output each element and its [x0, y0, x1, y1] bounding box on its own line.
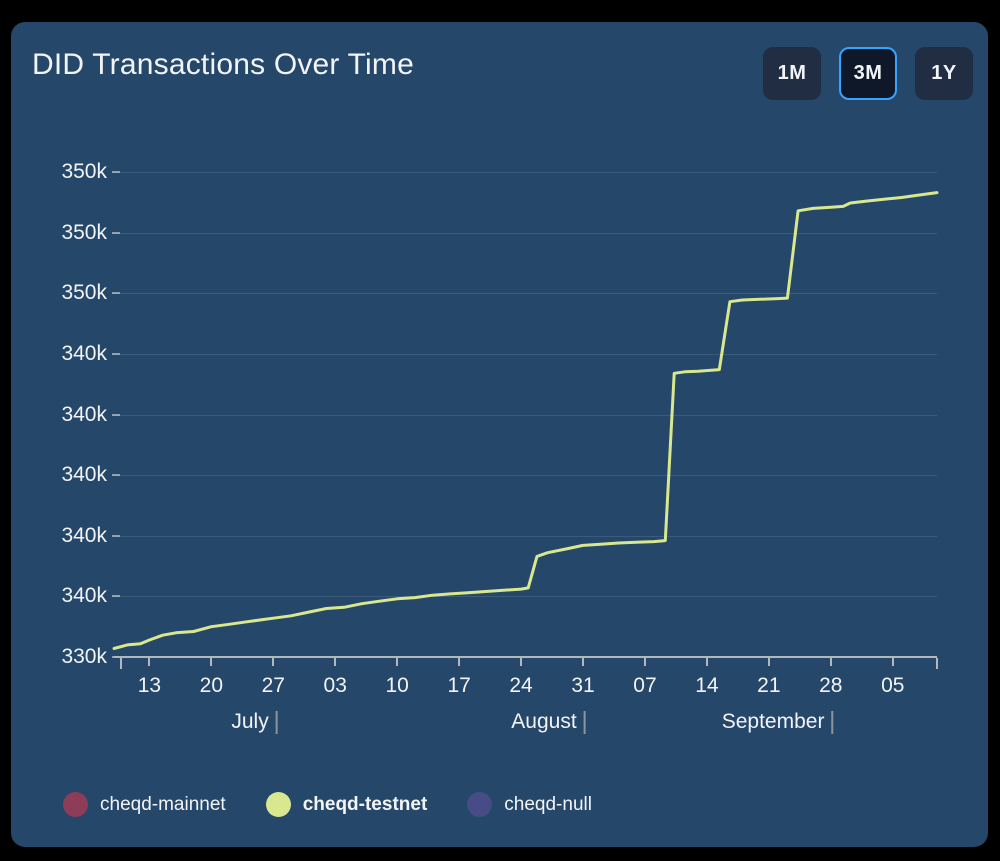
x-axis-edge-tick [120, 658, 122, 669]
x-axis-label: 28 [819, 674, 843, 697]
x-axis-label: 17 [447, 674, 471, 697]
legend-item-cheqd-mainnet[interactable]: cheqd-mainnet [63, 792, 226, 817]
month-group: July [231, 710, 278, 734]
gridline [114, 353, 937, 355]
y-axis-label: 350k [61, 220, 107, 244]
series-line-cheqd-testnet [112, 191, 939, 650]
x-axis-tick [520, 658, 523, 666]
x-axis-label: 31 [571, 674, 595, 697]
legend-swatch-icon [265, 792, 291, 817]
plot-area: 350k 350k 350k 340k 340k 340k 340k 340k 330k 13 20… [11, 22, 988, 847]
legend-swatch-icon [467, 792, 493, 817]
x-axis-label: 20 [199, 674, 224, 697]
x-axis-tick [643, 658, 646, 666]
legend: cheqd-mainnet cheqd-testnet cheqd-null [63, 792, 592, 817]
x-axis-tick [210, 658, 213, 666]
x-axis-label: 14 [695, 674, 719, 697]
gridline [114, 232, 937, 234]
month-label: August [511, 710, 577, 733]
month-group: August [511, 710, 586, 734]
legend-item-cheqd-null[interactable]: cheqd-null [467, 792, 592, 817]
legend-label: cheqd-testnet [302, 793, 428, 815]
x-axis-tick [582, 658, 585, 666]
x-axis-label: 27 [261, 674, 285, 697]
x-axis-tick [458, 658, 461, 666]
x-axis-tick [829, 658, 832, 666]
chart-title: DID Transactions Over Time [32, 48, 414, 81]
gridline [114, 475, 937, 477]
gridline [114, 293, 937, 295]
x-axis-tick [767, 658, 770, 666]
y-axis-label: 330k [61, 645, 107, 668]
x-axis-tick [272, 658, 275, 666]
month-separator [831, 710, 834, 734]
month-label: July [231, 710, 269, 733]
y-axis-tick [112, 171, 120, 173]
y-axis-label: 340k [61, 523, 107, 547]
x-axis-label: 05 [881, 674, 905, 697]
x-axis-edge-tick [936, 658, 938, 669]
x-axis-label: 10 [385, 674, 409, 697]
legend-label: cheqd-mainnet [100, 793, 226, 815]
chart-card: DID Transactions Over Time 1M 3M 1Y 350k 35… [11, 22, 988, 847]
x-axis-line [114, 656, 937, 658]
y-axis-label: 340k [61, 584, 107, 608]
range-button-3m[interactable]: 3M [839, 47, 897, 100]
range-button-1m[interactable]: 1M [763, 47, 821, 100]
y-axis-label: 340k [61, 402, 107, 426]
range-button-1y[interactable]: 1Y [915, 47, 973, 100]
x-axis-tick [148, 658, 151, 666]
gridline [114, 414, 937, 416]
legend-swatch-icon [63, 792, 88, 817]
x-axis-tick [891, 658, 894, 666]
y-axis-label: 340k [61, 463, 107, 487]
gridline [114, 172, 937, 173]
x-axis-tick [705, 658, 708, 666]
x-axis-label: 24 [509, 674, 533, 697]
y-axis-label: 350k [61, 281, 107, 305]
month-label: September [721, 710, 825, 733]
legend-item-cheqd-testnet[interactable]: cheqd-testnet [265, 792, 428, 817]
y-axis-label: 340k [61, 341, 107, 365]
series-svg [112, 191, 939, 650]
x-axis-label: 13 [137, 674, 162, 697]
legend-label: cheqd-null [504, 793, 592, 815]
x-axis-label: 03 [323, 674, 347, 697]
range-button-group: 1M 3M 1Y [763, 47, 973, 100]
month-separator [275, 710, 278, 734]
gridline [114, 535, 937, 537]
x-axis-label: 07 [633, 674, 657, 697]
month-separator [583, 710, 586, 734]
x-axis-tick [334, 658, 337, 666]
x-axis-label: 21 [757, 674, 781, 697]
x-axis-tick [396, 658, 399, 666]
gridline [114, 596, 937, 598]
y-axis-label: 350k [61, 160, 107, 183]
month-group: September [722, 710, 834, 734]
